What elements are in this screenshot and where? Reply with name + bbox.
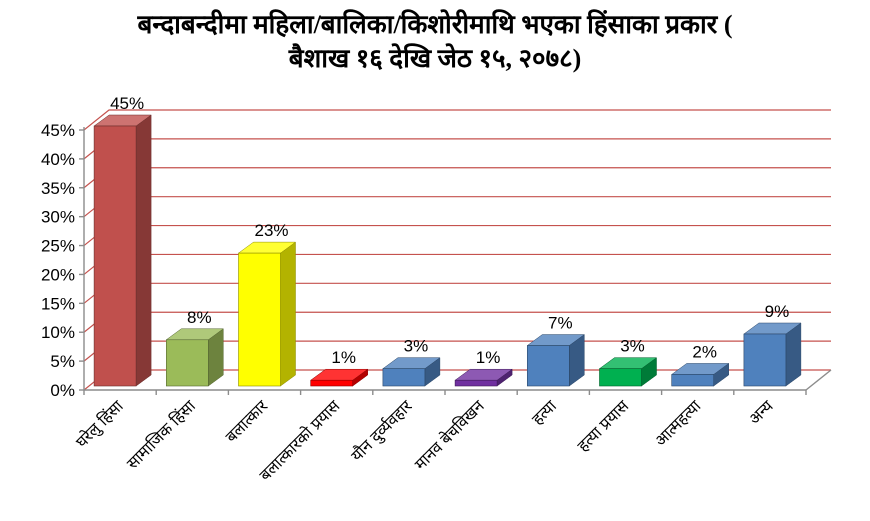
- y-tick-label: 15%: [41, 294, 75, 313]
- bar: [382, 368, 426, 387]
- bar: [671, 374, 715, 387]
- bar: [743, 333, 787, 387]
- category-label: मानव बेचविखन: [411, 396, 489, 474]
- chart-title: बन्दाबन्दीमा महिला/बालिका/किशोरीमाथि भएक…: [0, 8, 870, 76]
- bar-value-label: 23%: [254, 221, 288, 240]
- category-label: बलात्कार: [223, 397, 272, 446]
- bar-side-face: [135, 114, 152, 387]
- bar: [599, 368, 642, 387]
- bar: [166, 339, 209, 387]
- category-label: सामाजिक हिंसा: [123, 396, 200, 473]
- y-tick-label: 25%: [41, 237, 75, 256]
- category-label: घरेलु हिंसा: [72, 396, 128, 452]
- y-tick-label: 10%: [41, 323, 75, 342]
- bar: [238, 252, 281, 387]
- bar-value-label: 8%: [187, 308, 212, 327]
- chart-title-line2: बैशाख १६ देखि जेठ १५, २०७८): [288, 43, 582, 73]
- gridline: [83, 224, 831, 247]
- gridline: [83, 109, 831, 131]
- bar: [93, 125, 137, 387]
- gridline: [83, 138, 831, 160]
- bar-value-label: 7%: [548, 314, 573, 333]
- bar: [526, 345, 570, 387]
- bar-value-label: 45%: [110, 94, 144, 113]
- y-tick-label: 0%: [50, 381, 75, 400]
- floor-edge: [805, 369, 832, 391]
- gridline: [83, 196, 831, 218]
- y-tick-label: 35%: [41, 179, 75, 198]
- bar-value-label: 9%: [765, 302, 790, 321]
- bar-value-label: 2%: [692, 342, 717, 361]
- y-tick-label: 30%: [41, 208, 75, 227]
- bar-value-label: 1%: [476, 348, 501, 367]
- bar: [310, 379, 354, 387]
- category-label: हत्या: [529, 397, 560, 428]
- y-tick-label: 5%: [50, 352, 75, 371]
- gridline: [83, 253, 831, 275]
- bar-side-face: [280, 241, 296, 387]
- category-label: हत्या प्रयास: [575, 397, 633, 455]
- gridline: [83, 167, 831, 189]
- y-tick-label: 40%: [41, 150, 75, 169]
- category-label: आत्महत्या: [652, 397, 705, 450]
- bar-value-label: 1%: [331, 348, 356, 367]
- gridline: [83, 282, 831, 304]
- category-label: यौन दुर्व्यवहार: [347, 396, 417, 466]
- y-tick-label: 20%: [41, 265, 75, 284]
- category-label: अन्य: [746, 397, 777, 428]
- bar-value-label: 3%: [620, 337, 645, 356]
- bar: [454, 379, 498, 387]
- y-tick-label: 45%: [41, 121, 75, 140]
- chart-title-line1: बन्दाबन्दीमा महिला/बालिका/किशोरीमाथि भएक…: [137, 10, 733, 39]
- bar-value-label: 3%: [404, 337, 429, 356]
